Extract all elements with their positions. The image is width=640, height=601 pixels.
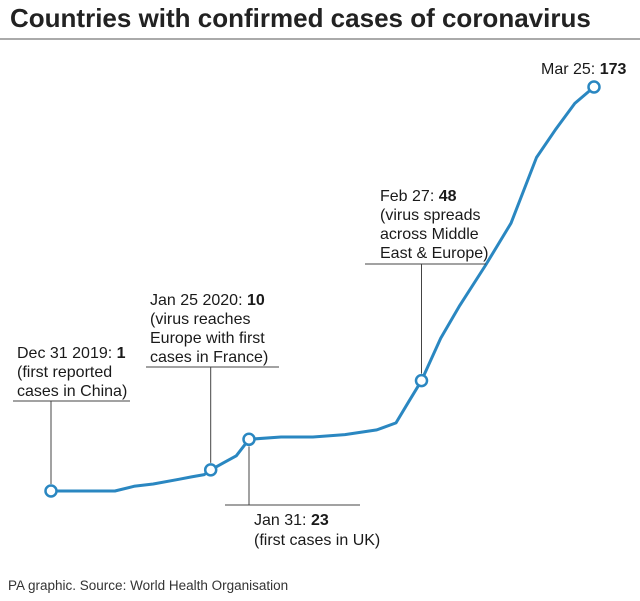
source-footer: PA graphic. Source: World Health Organis… [8,578,288,593]
annotation-line: Jan 25 2020: 10 [150,292,265,309]
series-layer [49,85,596,493]
chart-title: Countries with confirmed cases of corona… [10,3,591,33]
annotation-line: (virus reaches [150,311,250,328]
annotation-line: Mar 25: 173 [541,61,626,78]
annotation-text: Mar 25: 173 [541,61,626,78]
annotation-feb27: Feb 27: 48 (virus spreads across Middle Eas… [365,188,489,374]
point-layer [44,80,601,498]
annotation-mar25: Mar 25: 173 [541,61,626,78]
annotation-dec31: Dec 31 2019: 1 (first reported cases in Ch… [13,345,130,484]
annotation-line: East & Europe) [380,245,489,262]
series-line [49,85,596,493]
annotation-value: 48 [439,188,457,205]
annotation-line: (first cases in UK) [254,532,380,549]
annotation-line: Dec 31 2019: 1 [17,345,126,362]
data-point-marker [203,463,218,477]
annotation-line: Jan 31: 23 [254,512,329,529]
annotation-text: Jan 25 2020: 10 (virus reaches Europe with… [150,292,268,366]
annotation-line: (first reported [17,364,112,381]
annotation-value: 1 [117,345,126,362]
annotation-line: Europe with first [150,330,265,347]
data-point-marker [44,484,58,498]
annotation-line: (virus spreads [380,207,480,224]
annotation-jan25: Jan 25 2020: 10 (virus reaches Europe with… [146,292,279,463]
annotation-value: 23 [311,512,329,529]
annotation-line: Feb 27: 48 [380,188,457,205]
annotation-text: Dec 31 2019: 1 (first reported cases in Ch… [17,345,127,400]
annotation-text: Feb 27: 48 (virus spreads across Middle Eas… [380,188,489,262]
data-point-marker [414,373,429,388]
data-point-marker [587,80,601,94]
annotation-value: 173 [600,61,627,78]
data-point-marker [242,432,256,447]
annotation-line: cases in China) [17,383,127,400]
annotation-text: Jan 31: 23 (first cases in UK) [254,512,380,549]
annotation-layer: Dec 31 2019: 1 (first reported cases in Ch… [13,61,626,549]
annotation-line: across Middle [380,226,479,243]
annotation-line: cases in France) [150,349,268,366]
annotation-value: 10 [247,292,265,309]
annotation-jan31: Jan 31: 23 (first cases in UK) [225,446,380,549]
